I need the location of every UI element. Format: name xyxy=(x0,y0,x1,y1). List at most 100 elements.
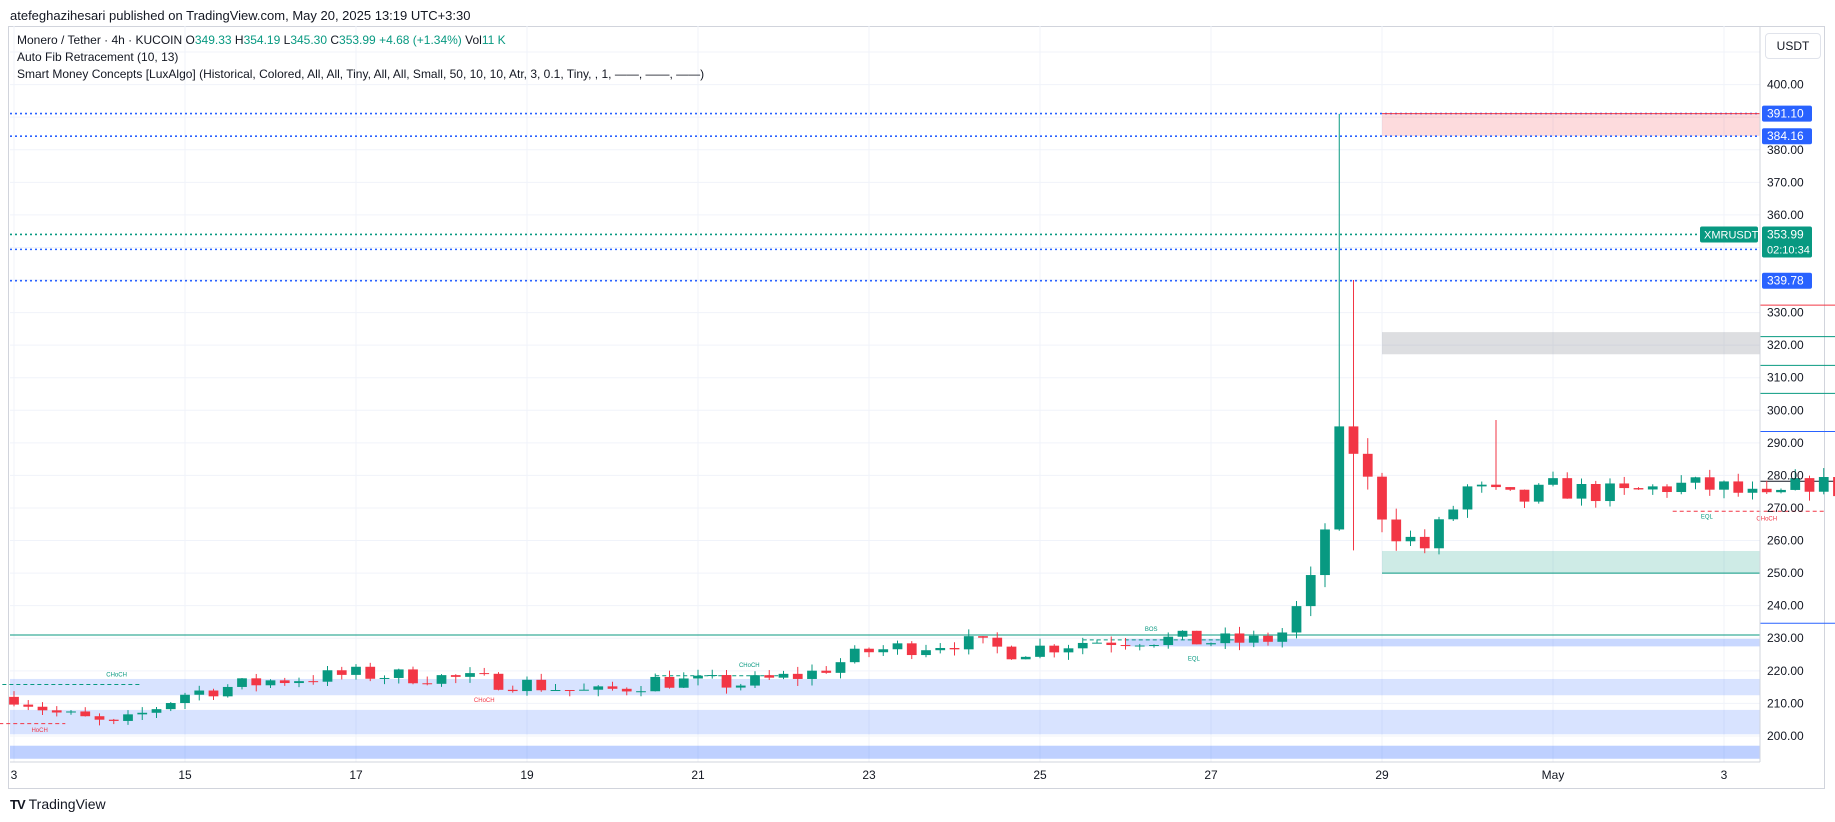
candle-body xyxy=(222,686,233,697)
candle-body xyxy=(963,636,974,650)
y-tick-label: 370.00 xyxy=(1767,175,1804,189)
chart-frame xyxy=(8,26,1825,789)
y-tick-label: 380.00 xyxy=(1767,143,1804,157)
y-tick-label: 210.00 xyxy=(1767,696,1804,710)
candle-body xyxy=(1320,529,1330,576)
candle-body xyxy=(1704,477,1715,490)
price-label-text: 384.16 xyxy=(1767,129,1804,143)
tv-logo-icon: TV xyxy=(10,796,26,812)
candle-body xyxy=(579,689,589,691)
countdown-text: 02:10:34 xyxy=(1767,244,1810,256)
candle-body xyxy=(1519,489,1530,502)
y-tick-label: 230.00 xyxy=(1767,631,1804,645)
candle-body xyxy=(1391,519,1402,542)
candle-body xyxy=(351,666,361,675)
candle-body xyxy=(379,677,390,679)
price-label-box xyxy=(1762,272,1812,289)
candle-body xyxy=(465,673,475,677)
candle-body xyxy=(1804,478,1815,492)
candle-body xyxy=(664,676,675,688)
candle-body xyxy=(1206,643,1216,645)
candle-body xyxy=(721,675,732,688)
candle-body xyxy=(1277,632,1288,642)
candle-body xyxy=(393,669,404,678)
annotation-label: CHoCH xyxy=(739,663,760,669)
candle-body xyxy=(1562,478,1573,499)
x-tick-label: 27 xyxy=(1204,768,1218,782)
candle-body xyxy=(550,690,561,692)
candle-body xyxy=(1120,645,1131,647)
candle-body xyxy=(308,681,319,683)
candle-body xyxy=(1761,488,1772,493)
candle-body xyxy=(1305,575,1316,607)
indicator-smc[interactable]: Smart Money Concepts [LuxAlgo] (Historic… xyxy=(17,67,705,81)
candle-body xyxy=(37,706,48,711)
candle-body xyxy=(1776,489,1786,493)
candle-body xyxy=(636,691,646,693)
candle-body xyxy=(208,690,219,697)
vol-value: 11 K xyxy=(481,33,506,47)
vol-label: Vol xyxy=(465,33,482,47)
candle-body xyxy=(194,690,205,695)
high-value: 354.19 xyxy=(243,33,281,47)
candle-body xyxy=(1605,483,1615,502)
candle-body xyxy=(108,719,119,721)
candle-body xyxy=(935,647,946,651)
candle-body xyxy=(949,647,960,650)
annotation-label: EQL xyxy=(1188,656,1201,662)
candle-body xyxy=(1163,636,1174,646)
candle-body xyxy=(1491,484,1501,488)
y-tick-label: 320.00 xyxy=(1767,338,1804,352)
candle-body xyxy=(1049,645,1060,653)
close-label: C xyxy=(330,33,340,47)
zone-ob xyxy=(1125,638,1760,647)
candle-body xyxy=(764,675,775,678)
x-tick-label: 3 xyxy=(1721,768,1728,782)
candle-body xyxy=(9,696,19,705)
candle-body xyxy=(237,678,247,687)
candle-body xyxy=(778,673,789,678)
price-label-text: 339.78 xyxy=(1767,274,1804,288)
y-tick-label: 260.00 xyxy=(1767,534,1804,548)
candle-body xyxy=(408,669,418,684)
candle-body xyxy=(1291,606,1302,633)
candle-body xyxy=(750,675,760,686)
brand-name: TradingView xyxy=(28,796,106,812)
high-label: H xyxy=(234,33,244,47)
candle-body xyxy=(137,712,148,715)
y-tick-label: 310.00 xyxy=(1767,371,1804,385)
symbol-tag-text: XMRUSDT xyxy=(1704,229,1759,241)
candle-body xyxy=(1220,633,1231,644)
candle-body xyxy=(1149,645,1159,647)
x-tick-label: 15 xyxy=(178,768,192,782)
candle-body xyxy=(921,650,931,656)
candle-body xyxy=(365,666,376,679)
zone-ob xyxy=(10,678,1760,696)
x-tick-label: 3 xyxy=(11,768,18,782)
candle-body xyxy=(1818,477,1829,492)
annotation-label: CHoCH xyxy=(474,698,495,704)
candle-body xyxy=(864,648,874,653)
y-tick-label: 330.00 xyxy=(1767,306,1804,320)
candle-body xyxy=(251,678,262,686)
tradingview-logo[interactable]: TV TradingView xyxy=(10,796,106,812)
currency-selector[interactable]: USDT xyxy=(1765,33,1821,59)
candle-body xyxy=(1234,633,1245,643)
current-price-text: 353.99 xyxy=(1767,227,1804,241)
candle-body xyxy=(1733,481,1744,493)
candle-body xyxy=(265,680,276,686)
candle-body xyxy=(607,686,618,689)
symbol-legend: Monero / Tether · 4h · KUCOIN O349.33 H3… xyxy=(17,33,506,47)
candle-body xyxy=(493,673,504,690)
candle-body xyxy=(322,670,333,682)
candle-body xyxy=(1662,486,1672,493)
candle-body xyxy=(1077,642,1088,649)
candle-body xyxy=(1106,642,1117,646)
candle-body xyxy=(1035,645,1045,657)
candle-body xyxy=(621,688,632,692)
candle-body xyxy=(1177,630,1188,637)
candle-body xyxy=(1505,487,1516,490)
indicator-fib[interactable]: Auto Fib Retracement (10, 13) xyxy=(17,50,179,64)
y-tick-label: 360.00 xyxy=(1767,208,1804,222)
